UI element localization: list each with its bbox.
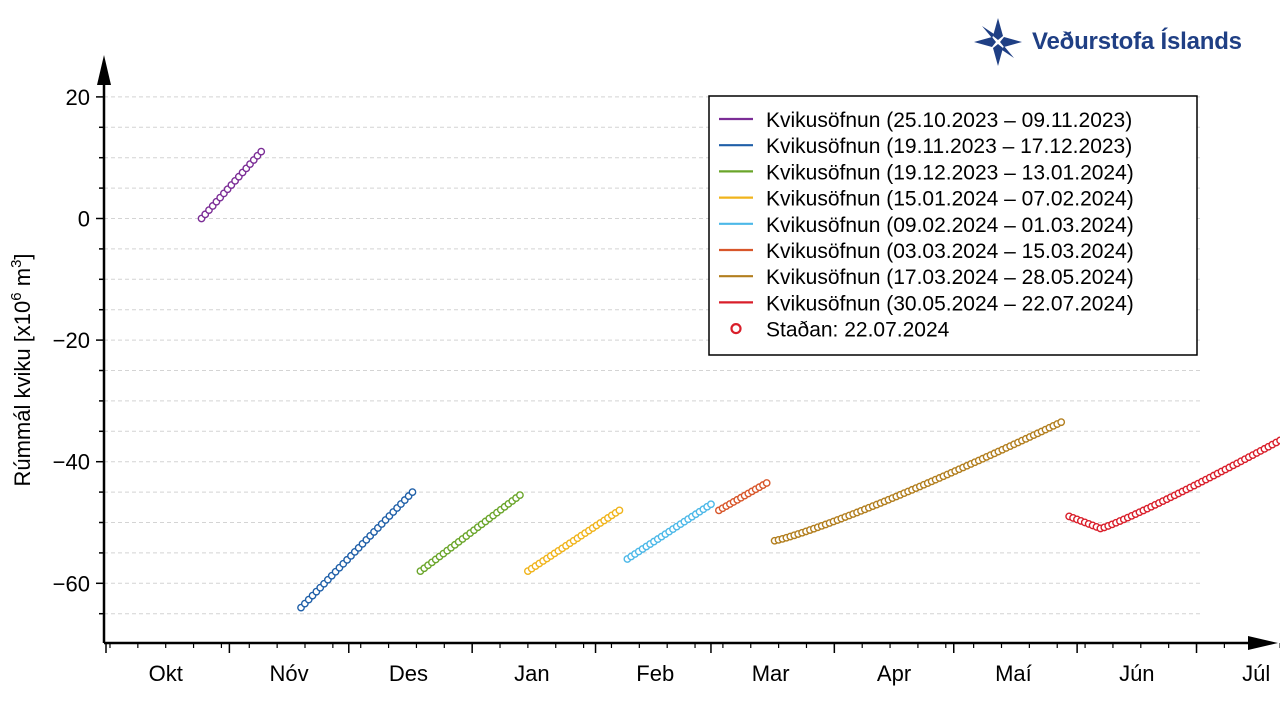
y-tick-label: 20: [66, 85, 90, 110]
y-label-exp2: 3: [8, 260, 25, 268]
x-tick-label: Jún: [1119, 661, 1154, 686]
y-label-end: ]: [10, 253, 35, 259]
data-point: [257, 147, 266, 156]
y-axis-label: Rúmmál kviku [x106 m3]: [8, 253, 35, 486]
series: [197, 147, 266, 223]
data-point: [1057, 418, 1066, 427]
data-point: [707, 500, 715, 509]
data-point: [615, 506, 624, 515]
data-point: [1276, 436, 1280, 445]
y-tick-label: −20: [53, 328, 90, 353]
x-tick-label: Mar: [752, 661, 790, 686]
x-tick-label: Nóv: [270, 661, 309, 686]
data-point: [762, 479, 771, 487]
y-tick-label: −60: [53, 571, 90, 596]
legend: Kvikusöfnun (25.10.2023 – 09.11.2023) Kvi…: [708, 95, 1198, 356]
legend-label: Kvikusöfnun (09.02.2024 – 01.03.2024): [766, 214, 1134, 237]
x-tick-label: Des: [389, 661, 428, 686]
series: [715, 479, 771, 515]
x-axis-arrow: [1248, 636, 1278, 650]
data-point: [516, 491, 524, 500]
y-label-exp: 6: [8, 292, 25, 300]
x-tick-label: Feb: [636, 661, 674, 686]
legend-label: Kvikusöfnun (19.12.2023 – 13.01.2024): [766, 161, 1134, 184]
logo-icon: [974, 18, 1022, 66]
legend-label: Kvikusöfnun (15.01.2024 – 07.02.2024): [766, 188, 1134, 211]
legend-current-marker: [730, 323, 742, 335]
series: [1065, 436, 1280, 533]
x-tick-label: Okt: [149, 661, 183, 686]
y-tick-label: 0: [78, 207, 90, 232]
legend-current-label: Staðan: 22.07.2024: [766, 319, 950, 342]
x-tick-label: Maí: [995, 661, 1032, 686]
legend-label: Kvikusöfnun (17.03.2024 – 28.05.2024): [766, 266, 1134, 289]
y-tick-label: −40: [53, 450, 90, 475]
series: [523, 506, 624, 576]
x-tick-label: Apr: [877, 661, 911, 686]
legend-label: Kvikusöfnun (30.05.2024 – 22.07.2024): [766, 292, 1134, 315]
y-label-part1: Rúmmál kviku [x10: [10, 301, 35, 487]
axes-layer: 20 0 −20 −40 −60 Okt Nóv Des Jan Feb Mar Apr Maí Jún J…: [53, 55, 1280, 686]
y-label-part2: m: [10, 268, 35, 292]
series: [297, 488, 417, 612]
x-tick-label: Júl: [1242, 661, 1270, 686]
logo: Veðurstofa Íslands: [972, 16, 1252, 68]
legend-label: Kvikusöfnun (19.11.2023 – 17.12.2023): [766, 135, 1132, 158]
series: [416, 491, 524, 576]
y-axis-arrow: [97, 55, 111, 85]
legend-label: Kvikusöfnun (25.10.2023 – 09.11.2023): [766, 109, 1132, 132]
data-point: [408, 488, 417, 496]
logo-text: Veðurstofa Íslands: [1032, 28, 1242, 55]
series: [623, 500, 715, 563]
series: [770, 418, 1066, 545]
x-tick-label: Jan: [514, 661, 549, 686]
series-layer: [197, 147, 1280, 612]
legend-box: [708, 95, 1198, 356]
legend-label: Kvikusöfnun (03.03.2024 – 15.03.2024): [766, 240, 1134, 263]
